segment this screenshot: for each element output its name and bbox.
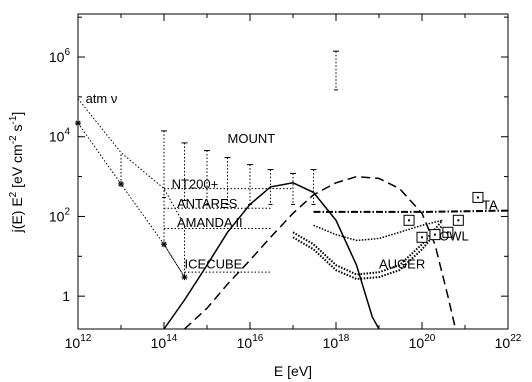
dashed-model-curve — [183, 175, 457, 330]
x-axis-label: E [eV] — [274, 363, 312, 379]
square-marker-dot — [408, 219, 411, 222]
atm-nu-upper-line — [77, 98, 185, 226]
square-marker-dot — [446, 231, 449, 234]
atm-nu-point — [181, 274, 188, 281]
x-tick-label: 1022 — [495, 333, 522, 351]
label-icecube: ICECUBE — [185, 256, 243, 271]
svg-text:j(E) E2 [eV cm-2 s-1]: j(E) E2 [eV cm-2 s-1] — [8, 112, 25, 234]
annotations: atm ν MOUNT NT200+ ANTARES AMANDA II ICECUBE A… — [86, 91, 499, 271]
label-ta: TA — [482, 197, 498, 212]
plot-frame — [77, 13, 509, 330]
x-tick-label: 1014 — [151, 333, 178, 351]
x-tick-label: 1020 — [409, 333, 436, 351]
label-atm-: atm ν — [86, 91, 118, 106]
auger-sensitivity-0 — [292, 219, 444, 276]
label-owl: OWL — [439, 228, 469, 243]
square-marker-dot — [476, 196, 479, 199]
atm-nu-point — [118, 181, 124, 188]
y-tick-labels: 1 102 104 106 — [49, 47, 71, 304]
atm-nu-link — [163, 244, 185, 278]
atm-nu-point — [75, 120, 81, 127]
square-marker-dot — [433, 233, 436, 236]
x-tick-label: 1018 — [323, 333, 350, 351]
curves — [77, 51, 509, 330]
owl-sensitivity — [313, 219, 443, 242]
y-axis-label: j(E) E2 [eV cm-2 s-1] — [8, 112, 25, 234]
label-antares: ANTARES — [177, 196, 238, 211]
markers — [75, 50, 484, 281]
x-tick-label: 1016 — [237, 333, 264, 351]
ta-sensitivity — [313, 209, 509, 213]
solid-model-curve — [163, 182, 380, 330]
atm-nu-point — [161, 241, 167, 248]
label-nt200-: NT200+ — [172, 177, 219, 192]
x-tick-label: 1012 — [65, 333, 92, 351]
x-tick-labels: 1012 1014 1016 1018 1020 1022 — [65, 333, 522, 351]
atm-nu-lower-line — [77, 122, 185, 278]
label-amanda-ii: AMANDA II — [177, 215, 243, 230]
y-tick-label: 1 — [62, 288, 70, 304]
y-tick-label: 102 — [49, 206, 71, 224]
auger-sensitivity-1 — [292, 224, 444, 281]
y-tick-label: 106 — [49, 47, 71, 65]
square-marker-dot — [457, 219, 460, 222]
label-mount: MOUNT — [228, 131, 276, 146]
axis-ticks — [77, 14, 509, 329]
y-tick-label: 104 — [49, 127, 71, 145]
square-marker-dot — [421, 236, 423, 239]
label-auger: AUGER — [379, 256, 425, 271]
